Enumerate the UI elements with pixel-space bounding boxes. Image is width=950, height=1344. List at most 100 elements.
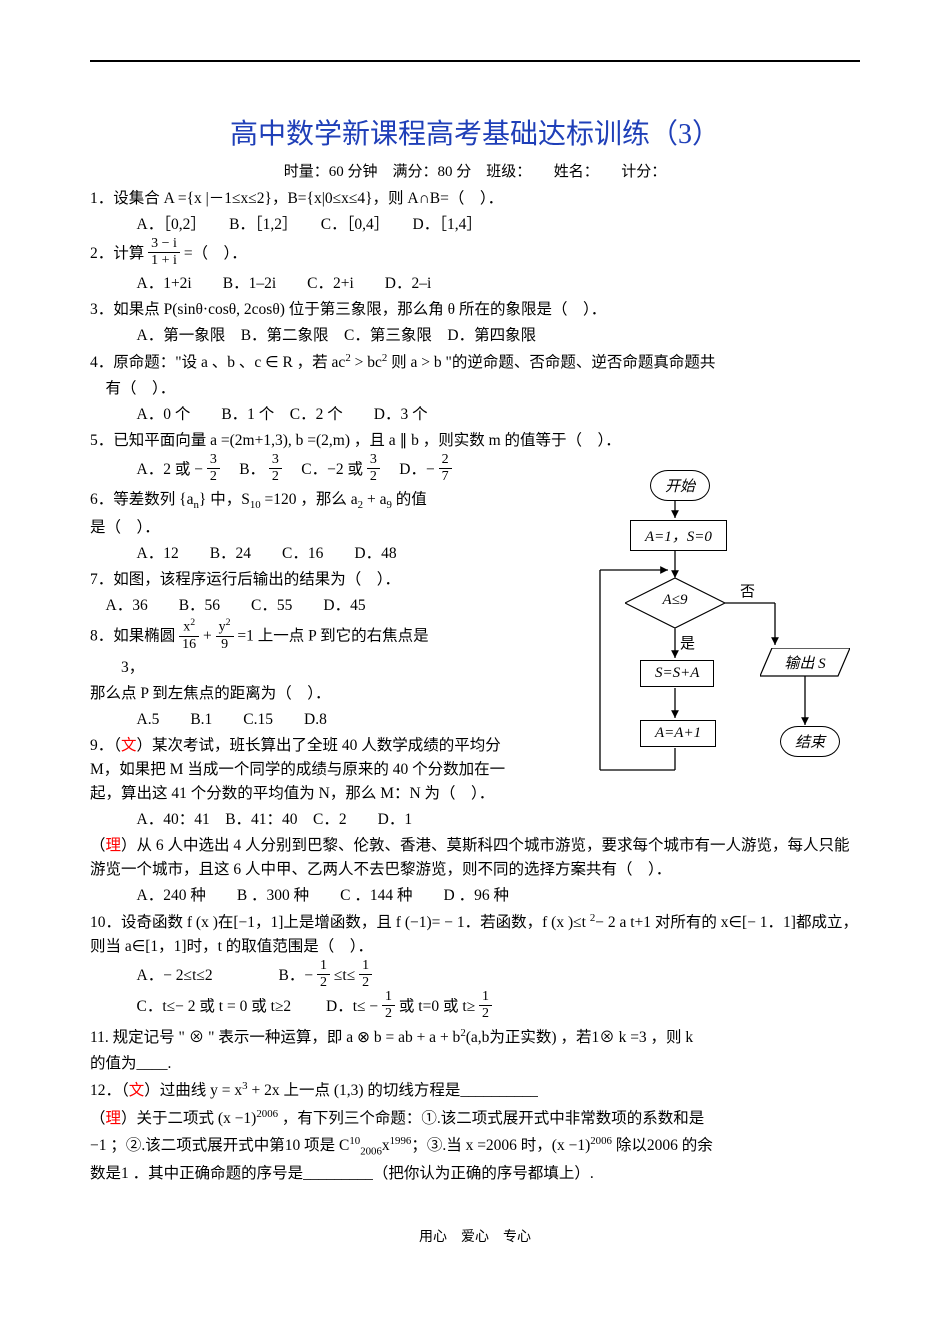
flow-init: A=1，S=0	[630, 520, 727, 551]
flow-yes: 是	[680, 632, 695, 653]
q12l-3: 数是1 ．其中正确命题的序号是_________（把你认为正确的序号都填上）.	[90, 1162, 860, 1186]
q12l-sub: 2006	[360, 1145, 382, 1157]
q10-optsCD: C．t≤− 2 或 t = 0 或 t≥2 D．t≤ − 12 或 t=0 或 …	[90, 992, 860, 1023]
flow-no: 否	[740, 580, 755, 601]
q10-Df1d: 2	[382, 1006, 395, 1021]
q12l-sup4: 2006	[590, 1135, 612, 1147]
q9l-a: （	[90, 837, 106, 854]
q8-f2n-sup: 2	[226, 617, 231, 628]
q10-Df2d: 2	[479, 1006, 492, 1021]
flow-cond-wrap: A≤9	[625, 578, 725, 628]
q5-f3n: 3	[367, 453, 380, 469]
q10-Bf1n: 1	[317, 959, 330, 975]
q2-text-a: 2．计算	[90, 245, 144, 262]
q5: 5．已知平面向量 a =(2m+1,3), b =(2,m) ，且 a ∥ b …	[90, 429, 860, 453]
q8-b: =1 上一点 P 到它的右焦点是	[237, 628, 428, 645]
q12l: （理）关于二项式 (x −1)2006 ，有下列三个命题：①.该二项式展开式中非…	[90, 1106, 860, 1131]
q6-e: 的值	[392, 491, 427, 508]
q10-C: C．t≤− 2 或 t = 0 或 t≥2	[137, 998, 292, 1015]
q9-a: 9．（	[90, 737, 121, 754]
q10-Df1: 12	[382, 990, 395, 1021]
q2: 2．计算 3 − i 1 + i =（ ）．	[90, 239, 860, 270]
q12-b: ）过曲线 y = x	[144, 1083, 242, 1100]
q5-f2: 32	[269, 453, 282, 484]
q7-options: A．36 B．56 C．55 D．45	[90, 594, 510, 618]
q10-B: B．−	[279, 967, 314, 984]
flow-inc: A=A+1	[640, 720, 716, 747]
q12l-li: 理	[106, 1110, 122, 1127]
flow-add: S=S+A	[640, 660, 714, 687]
q1-options: A．［0,2］ B．［1,2］ C．［0,4］ D．［1,4］	[90, 213, 860, 237]
q6-cont: 是（ ）．	[90, 516, 510, 540]
q5-f4: 27	[439, 453, 452, 484]
q12l-e: x	[382, 1137, 390, 1154]
q6: 6．等差数列 {an} 中，S10 =120 ，那么 a2 + a9 的值	[90, 488, 510, 514]
q6-d: + a	[363, 491, 386, 508]
q10-Df1n: 1	[382, 990, 395, 1006]
q10-a: 10．设奇函数 f (x )在[−1，1]上是增函数，且 f (−1)= − 1…	[90, 914, 590, 931]
flowchart: 开始 A=1，S=0 A≤9 否 是 输出 S S=S+A A=A+1 结束	[580, 470, 860, 815]
q5-D: D．−	[384, 461, 435, 478]
q12l-a: （	[90, 1110, 106, 1127]
q2-frac-num: 3 − i	[148, 237, 180, 253]
q6-a: 6．等差数列 {a	[90, 491, 193, 508]
q10-Bf1d: 2	[317, 975, 330, 990]
q8-options: A.5 B.1 C.15 D.8	[90, 708, 510, 732]
q8-f2n: y2	[216, 618, 234, 637]
flow-out: 输出 S	[760, 652, 850, 673]
q5-A: A．2 或 −	[137, 461, 203, 478]
q4-options: A．0 个 B．1 个 C．2 个 D．3 个	[90, 403, 860, 427]
top-rule	[90, 60, 860, 62]
q12: 12．（文）过曲线 y = x3 + 2x 上一点 (1,3) 的切线方程是__…	[90, 1078, 860, 1103]
q4-c: 则 a > b "的逆命题、否命题、逆否命题真命题共	[387, 354, 715, 371]
q5-f1d: 2	[207, 469, 220, 484]
q7: 7．如图，该程序运行后输出的结果为（ ）．	[90, 568, 510, 592]
q3-options: A．第一象限 B．第二象限 C．第三象限 D．第四象限	[90, 324, 860, 348]
q8-f2d: 9	[216, 637, 234, 652]
flow-out-wrap: 输出 S	[760, 648, 850, 683]
q4-cont: 有（ ）．	[90, 377, 860, 401]
q1: 1．设集合 A ={x |－1≤x≤2}，B={x|0≤x≤4}，则 A∩B=（…	[90, 187, 860, 211]
title: 高中数学新课程高考基础达标训练（3）	[90, 112, 860, 152]
q6-options: A．12 B．24 C．16 D．48	[90, 542, 510, 566]
q2-fraction: 3 − i 1 + i	[148, 237, 180, 268]
exam-meta: 时量：60 分钟 满分：80 分 班级： 姓名： 计分：	[90, 160, 860, 181]
q11-b: (a,b为正实数) ，若1⊗ k =3 ，则 k	[466, 1029, 693, 1046]
flow-end: 结束	[780, 726, 840, 757]
flow-start: 开始	[650, 470, 710, 501]
q10-Df2: 12	[479, 990, 492, 1021]
q5-f3: 32	[367, 453, 380, 484]
q10-Bf2n: 1	[359, 959, 372, 975]
q12l-2: −1 ；②.该二项式展开式中第10 项是 C102006x1996；③.当 x …	[90, 1133, 860, 1160]
q12l-sup3: 1996	[390, 1135, 412, 1147]
q12-wen: 文	[129, 1083, 145, 1100]
q10-optsAB: A．− 2≤t≤2 B．− 12 ≤t≤ 12	[90, 961, 860, 992]
q2-frac-den: 1 + i	[148, 253, 180, 268]
q10: 10．设奇函数 f (x )在[−1，1]上是增函数，且 f (−1)= − 1…	[90, 910, 860, 959]
q9: 9．（文）某次考试，班长算出了全班 40 人数学成绩的平均分 M，如果把 M 当…	[90, 734, 510, 806]
q8-f2n-base: y	[219, 620, 226, 635]
q8-a: 8．如果椭圆	[90, 628, 179, 645]
q11: 11. 规定记号 " ⊗ " 表示一种运算，即 a ⊗ b = ab + a +…	[90, 1025, 860, 1050]
q5-f1n: 3	[207, 453, 220, 469]
q12l-g: 除以2006 的余	[612, 1137, 713, 1154]
q3: 3．如果点 P(sinθ·cosθ, 2cosθ) 位于第三象限，那么角 θ 所…	[90, 298, 860, 322]
q6-b: } 中，S	[199, 491, 250, 508]
q8-plus: +	[203, 628, 216, 645]
q8-f1n-sup: 2	[190, 617, 195, 628]
q5-f3d: 2	[367, 469, 380, 484]
q12l-b: ）关于二项式 (x −1)	[121, 1110, 256, 1127]
q12l-d: −1 ；②.该二项式展开式中第10 项是 C	[90, 1137, 349, 1154]
q4-b: > bc	[351, 354, 382, 371]
q6-c: =120 ，那么 a	[261, 491, 358, 508]
q10-D: D．t≤ −	[326, 998, 378, 1015]
footer: 用心 爱心 专心	[90, 1226, 860, 1246]
q5-f2d: 2	[269, 469, 282, 484]
q5-B: B．	[224, 461, 265, 478]
q10-Bf2: 12	[359, 959, 372, 990]
q10-A: A．− 2≤t≤2	[137, 967, 213, 984]
q12-c: + 2x 上一点 (1,3) 的切线方程是__________	[248, 1083, 538, 1100]
q9-li: （理）从 6 人中选出 4 人分别到巴黎、伦敦、香港、莫斯科四个城市游览，要求每…	[90, 834, 860, 882]
q9l-li: 理	[106, 837, 122, 854]
q8-f1d: 16	[179, 637, 199, 652]
